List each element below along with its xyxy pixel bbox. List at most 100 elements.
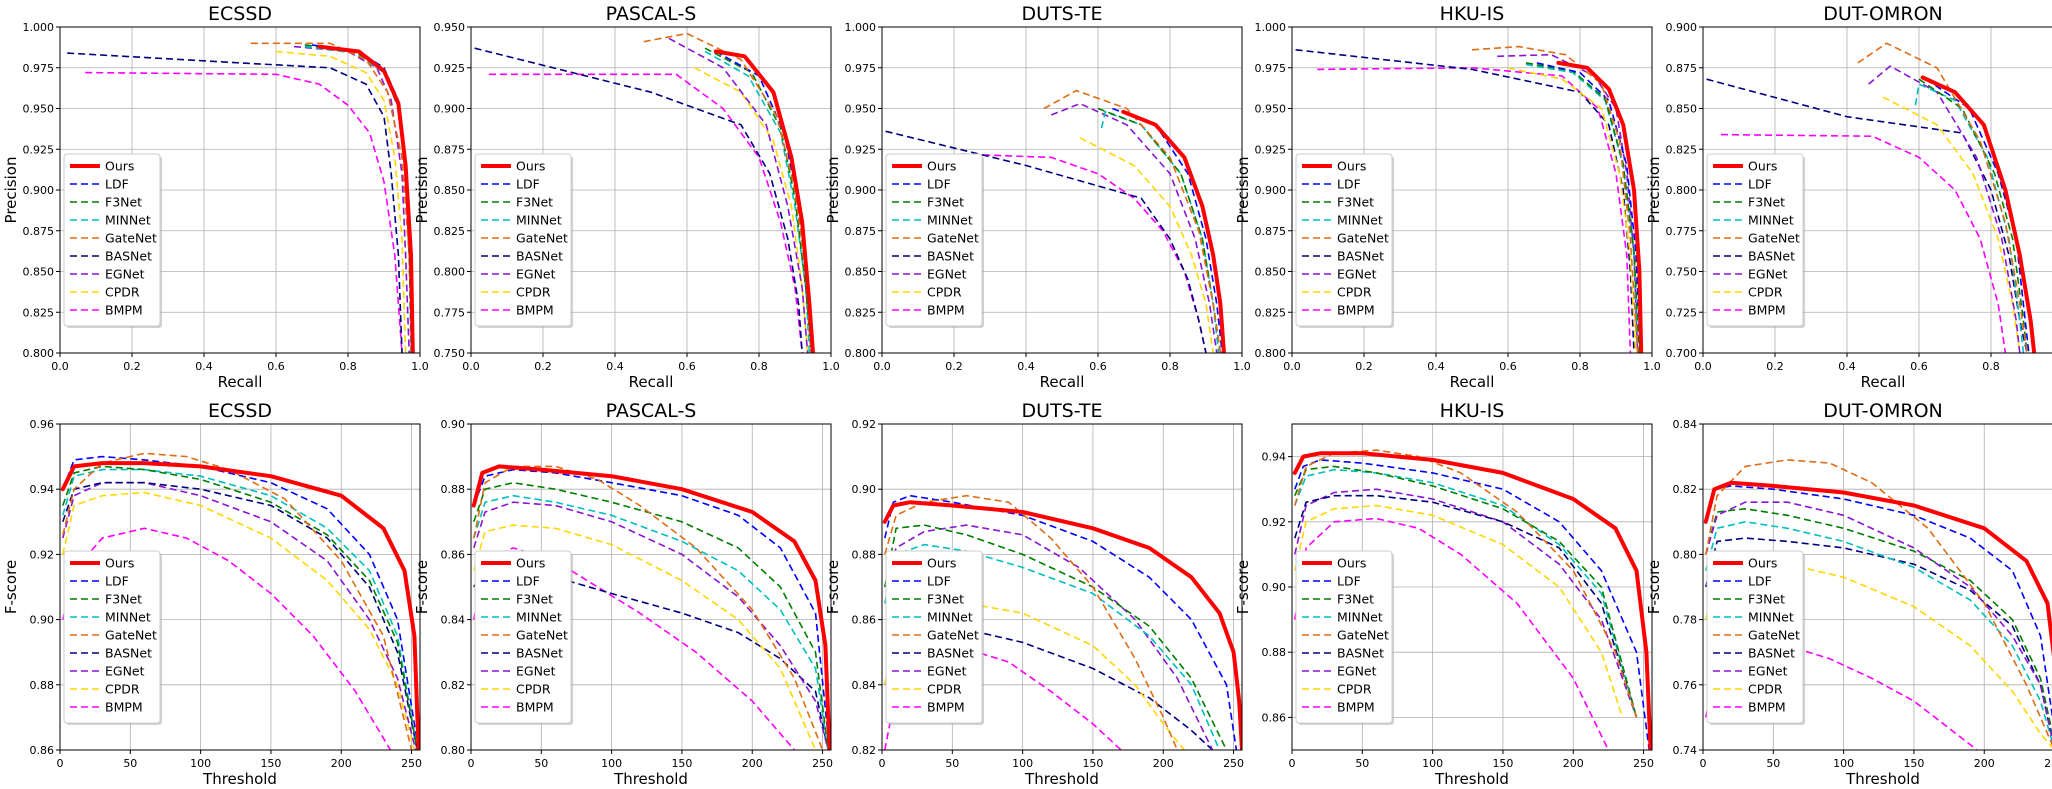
chart-title: ECSSD <box>208 400 272 422</box>
series-line-gatenet <box>250 42 414 353</box>
legend-label-minnet: MINNet <box>105 213 151 228</box>
legend-label-ldf: LDF <box>927 574 951 589</box>
x-tick-label: 0.0 <box>1283 360 1301 373</box>
legend-label-ours: Ours <box>105 556 134 571</box>
series-line-f3net <box>473 481 829 750</box>
axes-frame <box>1702 26 2052 354</box>
y-tick-label: 0.975 <box>1255 62 1287 75</box>
x-tick-label: 200 <box>1974 757 1995 770</box>
y-tick-label: 0.800 <box>1666 184 1698 197</box>
series-line-egnet <box>1294 488 1638 718</box>
y-tick-label: 0.825 <box>434 225 466 238</box>
x-tick-label: 0.8 <box>750 360 768 373</box>
x-tick-label: 0 <box>57 757 64 770</box>
series-group <box>67 42 415 353</box>
series-line-gatenet <box>884 494 1179 750</box>
series-line-egnet <box>62 481 417 750</box>
series-line-f3net <box>304 44 413 353</box>
x-tick-label: 50 <box>1766 757 1780 770</box>
legend-label-ours: Ours <box>1748 159 1777 174</box>
series-line-ours <box>1920 75 2037 353</box>
series-line-minnet <box>1294 468 1638 718</box>
series-line-f3net <box>1705 507 2052 736</box>
legend-label-bmpm: BMPM <box>927 303 965 318</box>
x-axis-label: Recall <box>1861 373 1906 391</box>
chart-panel-1: 0.0 0.2 0.4 0.6 0.8 1.0 0.800 0.825 0.850 0.875 0.… <box>2 3 429 391</box>
legend-label-minnet: MINNet <box>927 213 973 228</box>
series-line-f3net <box>1097 107 1222 353</box>
y-tick-label: 0.950 <box>434 21 466 34</box>
series-line-cpdr <box>473 524 817 750</box>
y-tick-label: 0.825 <box>23 306 55 319</box>
legend-label-gatenet: GateNet <box>105 628 157 643</box>
series-line-ours <box>60 461 420 750</box>
legend-label-egnet: EGNet <box>1748 267 1788 282</box>
series-line-basnet <box>67 52 403 353</box>
x-tick-label: 150 <box>260 757 281 770</box>
y-tick-label: 0.86 <box>852 614 877 627</box>
y-axis-label: F-score <box>2 560 20 614</box>
legend-label-f3net: F3Net <box>927 592 964 607</box>
legend-label-bmpm: BMPM <box>105 303 143 318</box>
x-axis-label: Threshold <box>202 770 277 788</box>
x-tick-label: 250 <box>2044 757 2052 770</box>
series-line-bmpm <box>1317 67 1632 353</box>
x-tick-label: 0.4 <box>1017 360 1035 373</box>
y-tick-label: 0.96 <box>30 418 55 431</box>
x-tick-label: 1.0 <box>822 360 840 373</box>
y-tick-label: 0.850 <box>845 266 877 279</box>
y-tick-label: 0.750 <box>1666 266 1698 279</box>
legend-label-minnet: MINNet <box>1748 610 1794 625</box>
series-group <box>60 452 420 750</box>
chart-title: DUTS-TE <box>1022 3 1103 25</box>
x-tick-label: 0.6 <box>1499 360 1517 373</box>
chart-title: DUTS-TE <box>1022 400 1103 422</box>
axes-frame <box>881 423 1243 751</box>
series-line-gatenet <box>473 465 824 750</box>
y-tick-label: 0.975 <box>23 62 55 75</box>
legend-label-basnet: BASNet <box>105 249 152 264</box>
y-tick-label: 0.800 <box>23 347 55 360</box>
legend-label-minnet: MINNet <box>1337 610 1383 625</box>
legend-label-egnet: EGNet <box>516 664 556 679</box>
legend-label-cpdr: CPDR <box>516 682 551 697</box>
x-tick-label: 200 <box>331 757 352 770</box>
x-tick-label: 0.2 <box>945 360 963 373</box>
y-tick-label: 0.950 <box>23 103 55 116</box>
x-tick-label: 0.0 <box>462 360 480 373</box>
legend-label-cpdr: CPDR <box>516 285 551 300</box>
x-tick-label: 150 <box>671 757 692 770</box>
x-tick-label: 100 <box>1012 757 1033 770</box>
x-tick-label: 200 <box>742 757 763 770</box>
legend: Ours LDF F3Net MINNet GateNet BASNet EGNet CPDR… <box>885 153 984 328</box>
legend-label-ours: Ours <box>516 556 545 571</box>
legend-label-cpdr: CPDR <box>927 682 962 697</box>
y-tick-label: 0.88 <box>441 483 466 496</box>
x-tick-label: 200 <box>1563 757 1584 770</box>
legend-label-basnet: BASNet <box>927 646 974 661</box>
y-tick-label: 0.74 <box>1673 744 1698 757</box>
series-group <box>1295 45 1644 353</box>
legend-label-f3net: F3Net <box>1748 195 1785 210</box>
series-line-basnet <box>1705 537 2052 742</box>
axes-frame <box>1291 423 1653 751</box>
series-line-ours <box>882 500 1242 750</box>
series-line-ldf <box>884 494 1238 750</box>
series-line-cpdr <box>1079 137 1214 353</box>
legend-label-f3net: F3Net <box>1337 592 1374 607</box>
legend-label-ldf: LDF <box>927 177 951 192</box>
y-tick-label: 0.82 <box>852 744 877 757</box>
series-line-egnet <box>1497 53 1639 353</box>
x-tick-label: 250 <box>1223 757 1244 770</box>
x-axis-label: Threshold <box>1024 770 1099 788</box>
x-tick-label: 150 <box>1082 757 1103 770</box>
y-tick-label: 0.76 <box>1673 679 1698 692</box>
legend: Ours LDF F3Net MINNet GateNet BASNet EGNet CPDR… <box>1295 550 1394 725</box>
y-tick-label: 0.800 <box>434 266 466 279</box>
x-tick-label: 0.2 <box>1355 360 1373 373</box>
y-tick-label: 0.900 <box>1666 21 1698 34</box>
y-tick-label: 0.875 <box>845 225 877 238</box>
chart-panel-7: 0 50 100 150 200 250 0.80 0.82 0.84 0.86 0.88 0.90 P… <box>413 400 833 788</box>
series-line-basnet <box>62 481 418 750</box>
legend-label-basnet: BASNet <box>1748 646 1795 661</box>
